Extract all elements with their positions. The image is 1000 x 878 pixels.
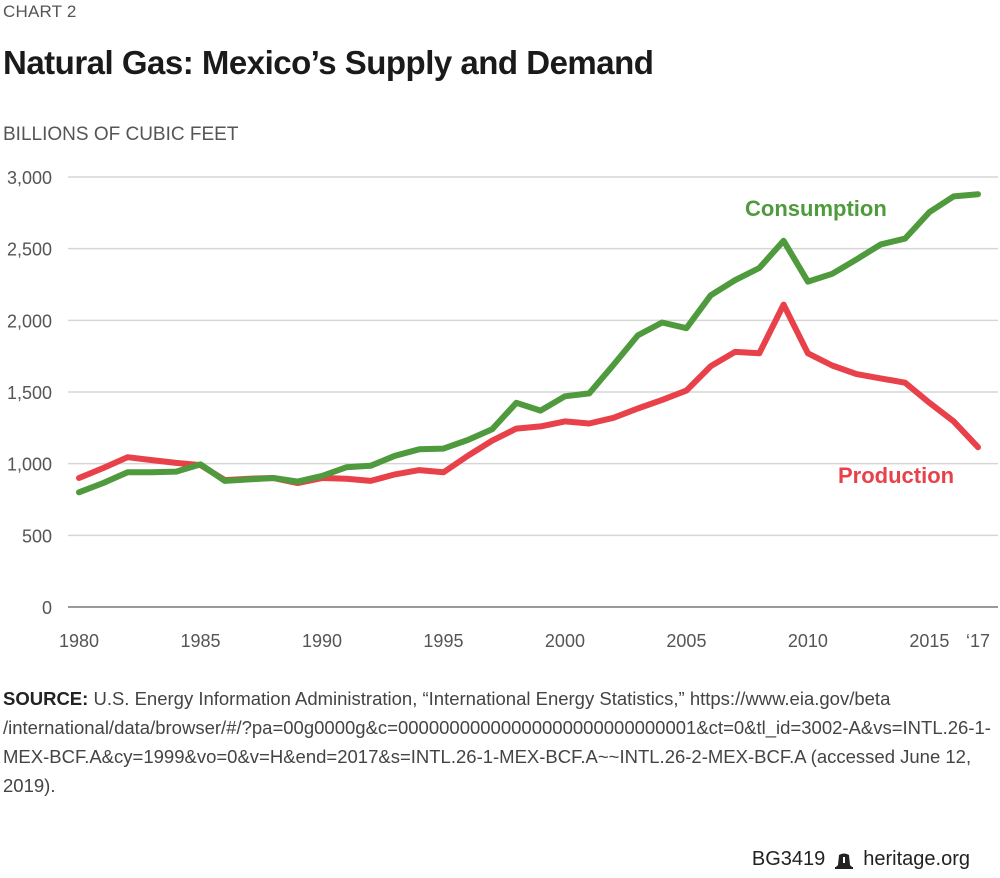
gridlines [68, 176, 998, 608]
x-tick-label: 1985 [180, 631, 220, 651]
source-label: SOURCE: [3, 688, 89, 709]
x-tick-label: 2010 [788, 631, 828, 651]
x-axis-ticks: 1980 1985 1990 1995 2000 2005 2010 2015 ‘17 [59, 631, 990, 651]
y-tick-label: 500 [22, 526, 52, 546]
y-tick-label: 2,000 [7, 311, 52, 331]
y-tick-label: 3,000 [7, 168, 52, 188]
y-tick-label: 1,000 [7, 455, 52, 475]
chart-number: CHART 2 [3, 2, 77, 21]
x-tick-label: 1980 [59, 631, 99, 651]
source-note: SOURCE: U.S. Energy Information Administ… [3, 684, 993, 800]
series-line-production [76, 301, 981, 486]
x-tick-label: 1990 [302, 631, 342, 651]
series-line-consumption [76, 191, 981, 496]
y-tick-label: 2,500 [7, 240, 52, 260]
series-label-consumption: Consumption [745, 196, 887, 221]
y-axis-ticks: 0 500 1,000 1,500 2,000 2,500 3,000 [7, 168, 52, 618]
series-lines [76, 191, 981, 496]
footer: BG3419 heritage.org [752, 848, 970, 871]
x-tick-label: 2000 [545, 631, 585, 651]
liberty-bell-icon [835, 852, 854, 869]
y-axis-unit-label: BILLIONS OF CUBIC FEET [3, 124, 239, 145]
series-labels: Production Consumption [745, 196, 954, 488]
x-tick-label: 2015 [909, 631, 949, 651]
chart-title: Natural Gas: Mexico’s Supply and Demand [3, 44, 654, 81]
site-link[interactable]: heritage.org [863, 848, 970, 870]
x-tick-label: ‘17 [966, 631, 990, 651]
x-tick-label: 1995 [423, 631, 463, 651]
report-code: BG3419 [751, 848, 826, 870]
y-tick-label: 0 [42, 598, 52, 618]
source-text: U.S. Energy Information Administration, … [3, 688, 991, 796]
series-label-production: Production [838, 463, 954, 488]
y-tick-label: 1,500 [7, 383, 52, 403]
x-tick-label: 2005 [666, 631, 706, 651]
